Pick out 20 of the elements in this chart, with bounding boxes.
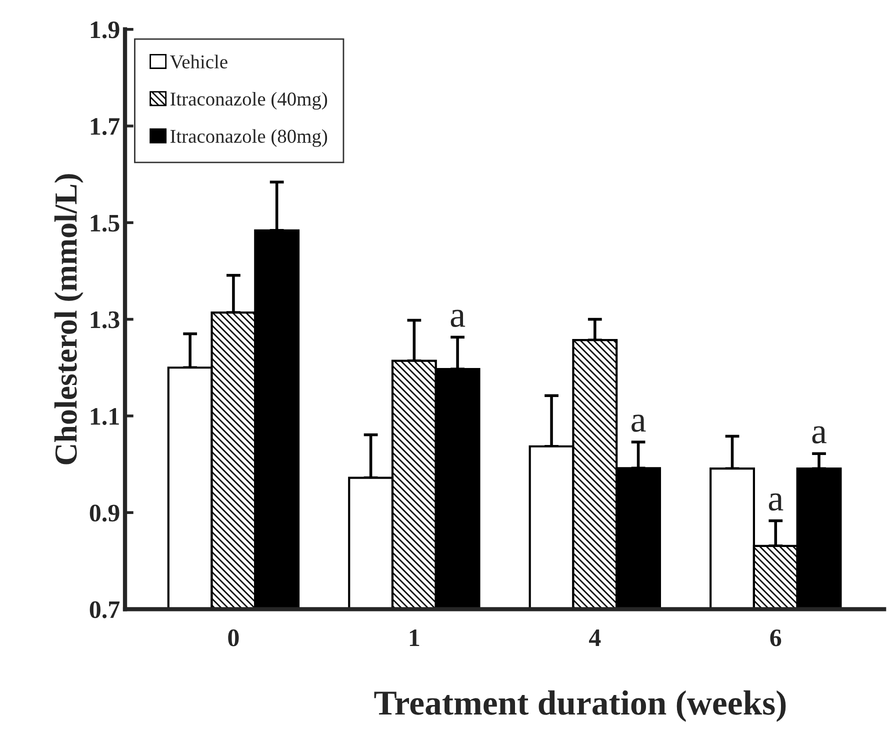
y-tick-label: 0.9 (90, 504, 120, 522)
data-label: a (632, 414, 646, 432)
legend-label: Itraconazole (80mg) (170, 129, 328, 147)
x-tick-label: 1 (410, 630, 420, 646)
y-tick-label: 1.7 (90, 118, 120, 136)
x-tick-label: 0 (228, 629, 239, 646)
x-tick-label: 6 (770, 629, 782, 646)
legend-label: Vehicle (170, 54, 228, 69)
data-label: a (768, 493, 784, 511)
data-label: a (812, 426, 827, 444)
y-tick-label: 0.7 (90, 601, 120, 618)
y-axis-title: Cholesterol (mmol/L) (54, 174, 84, 464)
y-tick-label: 1.9 (90, 21, 120, 38)
x-tick-label: 4 (589, 630, 601, 646)
data-label: a (450, 310, 466, 328)
legend-label: Itraconazole (40mg) (170, 92, 328, 110)
x-axis-title: Treatment duration (weeks) (374, 690, 786, 722)
y-tick-label: 1.1 (90, 408, 119, 425)
y-tick-label: 1.5 (90, 214, 120, 232)
y-tick-label: 1.3 (90, 311, 120, 328)
